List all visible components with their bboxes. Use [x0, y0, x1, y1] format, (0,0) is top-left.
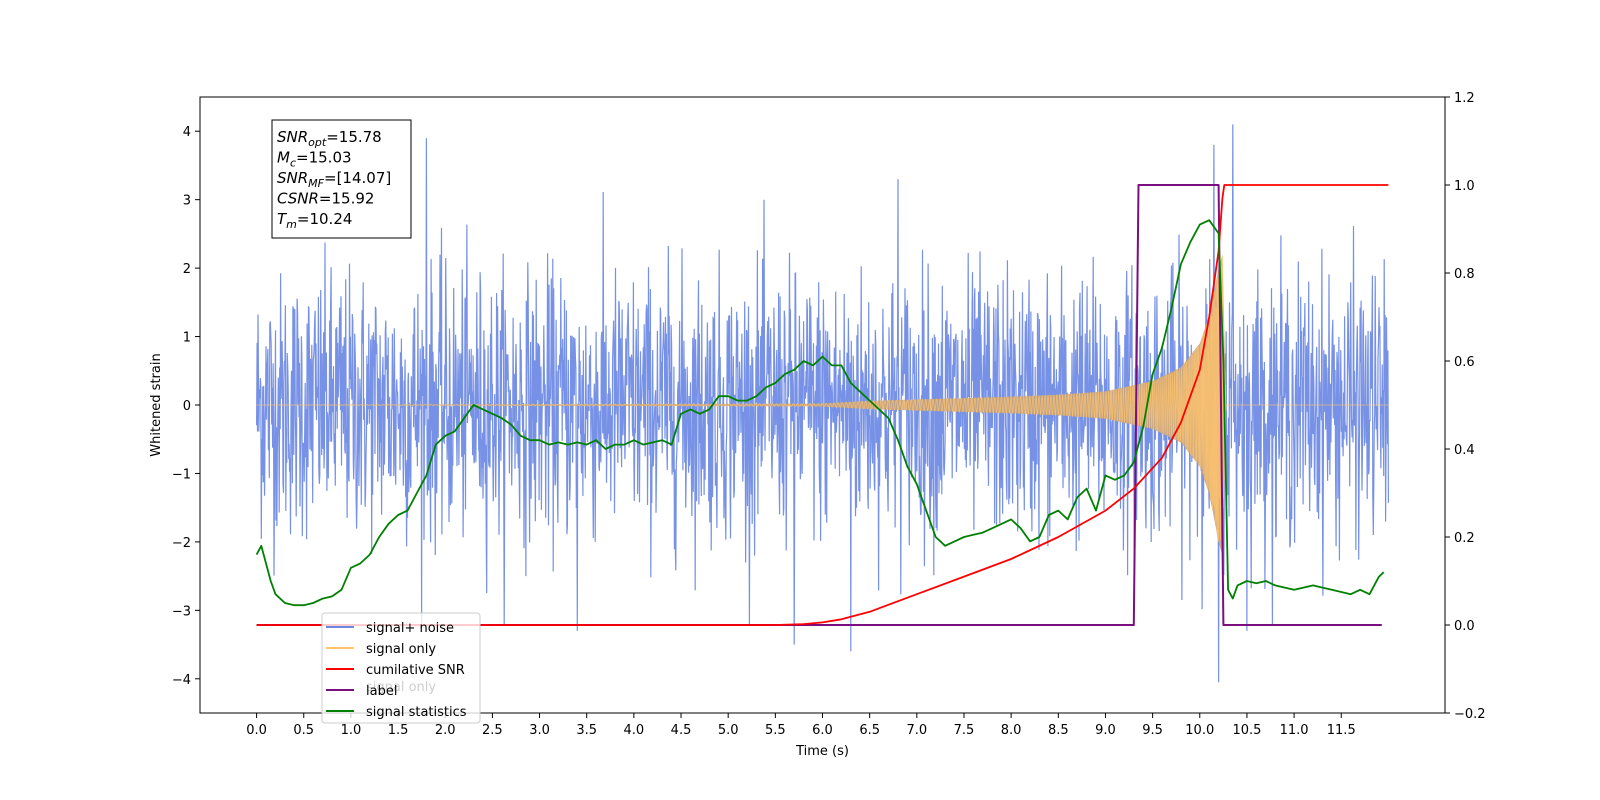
x-tick-label: 3.5 [576, 723, 597, 738]
y-tick-label: −2 [172, 536, 191, 551]
x-tick-label: 0.0 [246, 723, 267, 738]
x-tick-label: 1.0 [341, 723, 362, 738]
series-label [256, 184, 1382, 626]
x-tick-label: 8.5 [1048, 723, 1069, 738]
y-tick-label: 4 [183, 125, 191, 140]
series-signal-only [256, 256, 1389, 542]
legend-label: label [366, 684, 397, 699]
annotation-symbol: M [277, 149, 290, 167]
legend: signal only signal+ noise signal only cumil… [321, 612, 481, 724]
legend-frame [321, 612, 481, 724]
annotation-subscript: c [290, 157, 296, 170]
x-tick-label: 9.0 [1095, 723, 1116, 738]
x-axis-title: Time (s) [795, 744, 849, 759]
y-tick-label: 3 [183, 194, 191, 209]
annotation-symbol: SNR [277, 169, 308, 187]
series-signal-only-envelope [256, 254, 1389, 556]
y2-tick-label: 1.2 [1454, 91, 1475, 106]
annotation-symbol: CSNR [277, 190, 319, 208]
annotation-line: Mc=15.03 [277, 149, 352, 170]
x-tick-label: 6.5 [859, 723, 880, 738]
series-signal-statistics [255, 219, 1385, 607]
annotation-value: =10.24 [297, 210, 353, 228]
x-tick-label: 5.5 [765, 723, 786, 738]
legend-label: signal only [366, 642, 436, 657]
x-tick-label: 11.0 [1280, 723, 1309, 738]
annotation-symbol: SNR [277, 128, 308, 146]
annotation-value: =15.78 [326, 128, 382, 146]
x-tick-label: 5.0 [718, 723, 739, 738]
annotation-line: SNRMF=[14.07] [277, 169, 391, 190]
y2-tick-label: 0.2 [1454, 531, 1475, 546]
x-tick-label: 2.5 [482, 723, 503, 738]
y-tick-label: −1 [172, 467, 191, 482]
annotation-subscript: MF [308, 177, 324, 190]
y2-tick-label: 0.6 [1454, 355, 1475, 370]
series-cumulative-snr [256, 184, 1389, 626]
y-tick-label: −4 [172, 673, 191, 688]
y-axis-title: Whitened strain [149, 353, 164, 456]
annotation-subscript: opt [308, 136, 327, 149]
annotation-line: CSNR=15.92 [277, 190, 374, 208]
x-tick-label: 0.5 [293, 723, 314, 738]
y-axis-left: −4 −3 −2 −1 0 1 2 3 4 [172, 125, 200, 688]
x-tick-label: 2.0 [435, 723, 456, 738]
annotation-subscript: m [286, 218, 297, 231]
y2-tick-label: 1.0 [1454, 179, 1475, 194]
x-tick-label: 7.5 [954, 723, 975, 738]
annotation-line: SNRopt=15.78 [277, 128, 382, 149]
x-tick-label: 11.5 [1327, 723, 1356, 738]
y-tick-label: −3 [172, 604, 191, 619]
series-layer [255, 124, 1389, 683]
annotation-symbol: T [277, 210, 288, 228]
annotation-value: =[14.07] [324, 169, 391, 187]
x-tick-label: 8.0 [1001, 723, 1022, 738]
y2-tick-label: 0.4 [1454, 443, 1475, 458]
annotation-box: SNRopt=15.78Mc=15.03SNRMF=[14.07]CSNR=15… [271, 119, 412, 239]
annotation-frame [271, 119, 412, 239]
x-tick-label: 4.0 [624, 723, 645, 738]
y2-tick-label: 0.0 [1454, 619, 1475, 634]
x-tick-label: 7.0 [906, 723, 927, 738]
annotation-value: =15.03 [296, 149, 352, 167]
x-axis: 0.0 0.5 1.0 1.5 2.0 2.5 3.0 3.5 4.0 4.5 5.0 5.5 6.0 6… [246, 713, 1356, 738]
y-axis-right: −0.2 0.0 0.2 0.4 0.6 0.8 1.0 1.2 [1445, 91, 1486, 722]
x-tick-label: 6.0 [812, 723, 833, 738]
legend-ghost-label: signal only [366, 680, 436, 695]
x-tick-label: 10.5 [1232, 723, 1261, 738]
x-tick-label: 3.0 [529, 723, 550, 738]
legend-label: signal+ noise [366, 621, 454, 636]
x-tick-label: 10.0 [1185, 723, 1214, 738]
annotation-line: Tm=10.24 [277, 210, 352, 231]
y-tick-label: 1 [183, 331, 191, 346]
y-tick-label: 2 [183, 262, 191, 277]
x-tick-label: 9.5 [1142, 723, 1163, 738]
x-tick-label: 1.5 [388, 723, 409, 738]
y2-tick-label: −0.2 [1454, 707, 1486, 722]
legend-label: signal statistics [366, 705, 467, 720]
legend-label: cumilative SNR [366, 663, 465, 678]
y-tick-label: 0 [183, 399, 191, 414]
x-tick-label: 4.5 [671, 723, 692, 738]
y2-tick-label: 0.8 [1454, 267, 1475, 282]
annotation-value: =15.92 [319, 190, 375, 208]
